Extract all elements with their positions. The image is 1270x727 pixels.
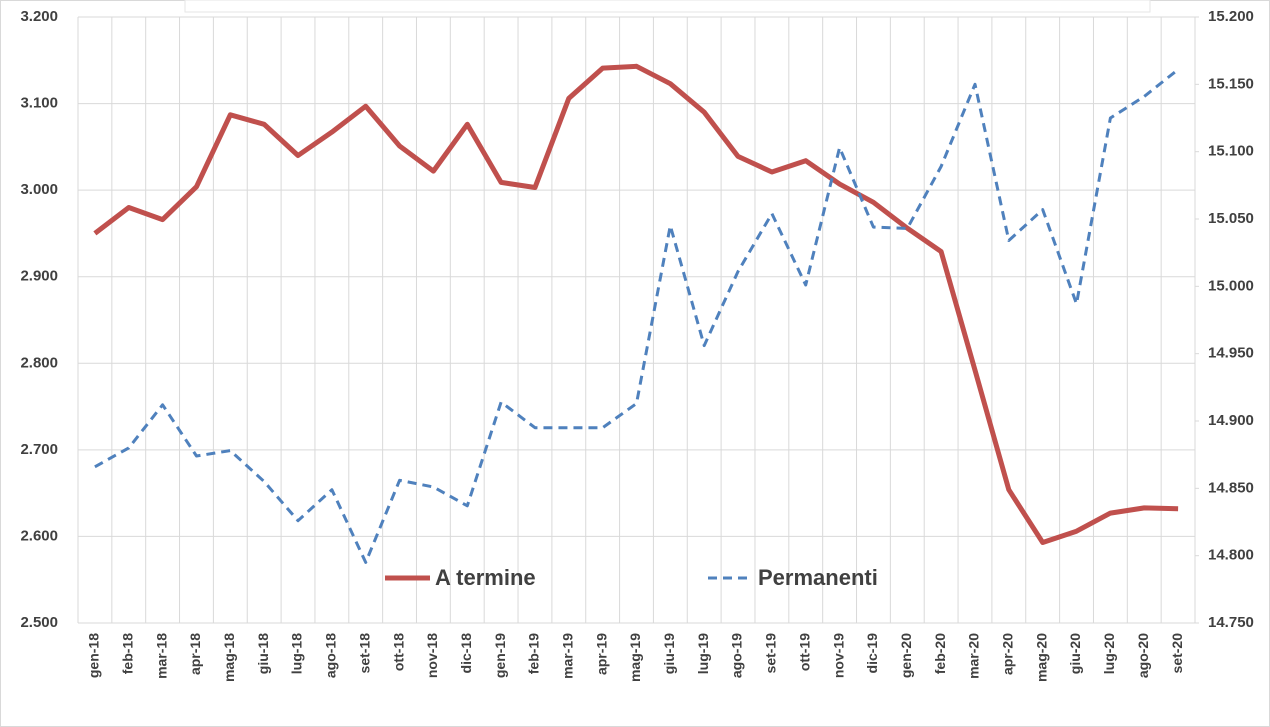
x-tick-label: giu-19	[661, 633, 677, 674]
x-tick-label: feb-20	[932, 633, 948, 674]
x-tick-label: giu-18	[255, 633, 271, 674]
x-tick-label: apr-19	[593, 633, 609, 675]
x-tick-label: apr-20	[1000, 633, 1016, 675]
x-tick-label: mag-19	[627, 633, 643, 682]
x-tick-label: lug-20	[1101, 633, 1117, 674]
x-tick-label: mar-20	[966, 633, 982, 679]
y2-tick-label: 15.000	[1208, 277, 1254, 294]
x-tick-label: nov-19	[830, 633, 846, 678]
y2-tick-label: 14.950	[1208, 345, 1254, 362]
y-tick-label: 3.000	[20, 181, 58, 198]
y2-tick-label: 14.750	[1208, 614, 1254, 631]
x-tick-label: mag-20	[1033, 633, 1049, 682]
x-tick-label: feb-18	[119, 633, 135, 674]
x-tick-label: set-19	[763, 633, 779, 674]
x-tick-label: set-20	[1169, 633, 1185, 674]
x-tick-label: gen-19	[492, 633, 508, 678]
y-tick-label: 2.900	[20, 268, 58, 285]
x-tick-label: gen-18	[86, 633, 102, 678]
x-tick-label: apr-18	[187, 633, 203, 675]
x-tick-label: lug-18	[289, 633, 305, 674]
x-tick-label: ago-19	[729, 633, 745, 678]
x-tick-label: gen-20	[898, 633, 914, 678]
x-tick-label: ago-20	[1135, 633, 1151, 678]
x-tick-label: dic-18	[458, 633, 474, 674]
x-tick-label: mar-19	[560, 633, 576, 679]
y2-tick-label: 15.100	[1208, 143, 1254, 160]
y-tick-label: 2.700	[20, 441, 58, 458]
y-tick-label: 3.100	[20, 95, 58, 112]
x-tick-label: ott-18	[390, 633, 406, 671]
y-tick-label: 3.200	[20, 8, 58, 25]
y2-tick-label: 14.850	[1208, 479, 1254, 496]
x-tick-label: mar-18	[153, 633, 169, 679]
x-tick-label: mag-18	[221, 633, 237, 682]
x-tick-label: dic-19	[864, 633, 880, 674]
x-tick-label: ago-18	[323, 633, 339, 678]
x-tick-label: ott-19	[796, 633, 812, 671]
y-tick-label: 2.500	[20, 614, 58, 631]
y2-tick-label: 15.200	[1208, 8, 1254, 25]
y-tick-label: 2.800	[20, 354, 58, 371]
y2-tick-label: 14.800	[1208, 547, 1254, 564]
y2-tick-label: 14.900	[1208, 412, 1254, 429]
x-tick-label: lug-19	[695, 633, 711, 674]
legend-label: Permanenti	[758, 565, 878, 590]
x-tick-label: giu-20	[1067, 633, 1083, 674]
legend-label: A termine	[435, 565, 536, 590]
title-box	[184, 0, 1151, 13]
y-tick-label: 2.600	[20, 527, 58, 544]
series-line	[94, 68, 1180, 564]
x-tick-label: nov-18	[424, 633, 440, 678]
x-tick-label: feb-19	[526, 633, 542, 674]
series-line	[93, 63, 1179, 545]
y2-tick-label: 15.050	[1208, 210, 1254, 227]
x-tick-label: set-18	[356, 633, 372, 674]
y2-tick-label: 15.150	[1208, 75, 1254, 92]
